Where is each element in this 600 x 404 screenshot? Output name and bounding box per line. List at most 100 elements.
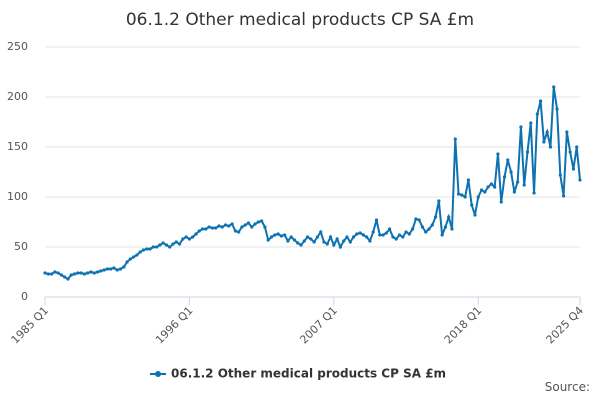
point [177, 242, 182, 246]
point [506, 158, 510, 162]
point [223, 223, 228, 227]
point [489, 182, 493, 186]
point [397, 233, 402, 237]
point [463, 195, 467, 199]
point [542, 140, 546, 144]
point [286, 239, 290, 243]
point [404, 230, 408, 234]
point [263, 225, 267, 229]
point [220, 225, 224, 229]
y-tick-label: 100 [7, 190, 28, 203]
point [92, 271, 96, 275]
point [227, 224, 231, 228]
point [328, 235, 333, 239]
point [86, 271, 90, 275]
point [207, 225, 211, 229]
point [243, 223, 247, 227]
point [342, 239, 346, 243]
point [575, 145, 579, 149]
point [345, 235, 349, 239]
point [197, 229, 201, 233]
point [128, 257, 132, 261]
point [502, 175, 507, 179]
point [141, 248, 146, 252]
point [391, 235, 395, 239]
point [322, 240, 326, 244]
point [260, 219, 264, 223]
point [447, 215, 451, 219]
source: Source: [545, 380, 590, 394]
point [59, 273, 64, 277]
point [407, 232, 411, 236]
x-tick-label: 1996 Q1 [153, 304, 196, 347]
point [473, 213, 477, 217]
point [512, 190, 516, 194]
x-tick-label: 1985 Q1 [9, 304, 52, 347]
point [315, 235, 320, 239]
point [89, 270, 93, 274]
point [529, 121, 533, 125]
point [424, 230, 428, 234]
point [332, 243, 336, 247]
point [46, 272, 50, 276]
point [414, 217, 418, 221]
point [305, 235, 310, 239]
point [296, 241, 300, 245]
point [99, 269, 103, 273]
point [253, 222, 257, 226]
y-tick-label: 50 [14, 240, 28, 253]
point [555, 107, 559, 111]
point [470, 203, 474, 207]
point [309, 237, 313, 241]
point [532, 191, 536, 195]
point [164, 243, 169, 247]
point [499, 200, 503, 204]
point [53, 270, 57, 274]
point [283, 233, 287, 237]
point [138, 250, 142, 254]
point [63, 275, 67, 279]
point [276, 232, 280, 236]
point [302, 239, 306, 243]
point [483, 190, 487, 194]
point [319, 230, 323, 234]
point [493, 185, 497, 189]
point [351, 235, 356, 239]
point [148, 247, 152, 251]
point [246, 221, 251, 225]
point [105, 267, 109, 271]
point [552, 85, 556, 89]
point [433, 215, 438, 219]
point [181, 237, 185, 241]
point [200, 227, 205, 231]
point [312, 240, 316, 244]
point [292, 238, 297, 242]
point [115, 268, 119, 272]
point [338, 245, 342, 249]
point [49, 272, 54, 276]
point [191, 235, 195, 239]
point [250, 225, 254, 229]
point [135, 253, 139, 257]
point [427, 227, 431, 231]
point [348, 240, 352, 244]
point [174, 240, 178, 244]
point [522, 183, 526, 187]
point [112, 266, 116, 270]
y-tick-label: 250 [7, 40, 28, 53]
point [269, 235, 274, 239]
point [456, 192, 461, 196]
point [516, 180, 520, 184]
point [417, 218, 421, 222]
point [95, 270, 100, 274]
point [299, 243, 303, 247]
point [565, 130, 569, 134]
point [358, 231, 362, 235]
point [440, 233, 444, 237]
point [509, 170, 513, 174]
point [365, 235, 369, 239]
point [168, 245, 172, 249]
point [568, 150, 572, 154]
